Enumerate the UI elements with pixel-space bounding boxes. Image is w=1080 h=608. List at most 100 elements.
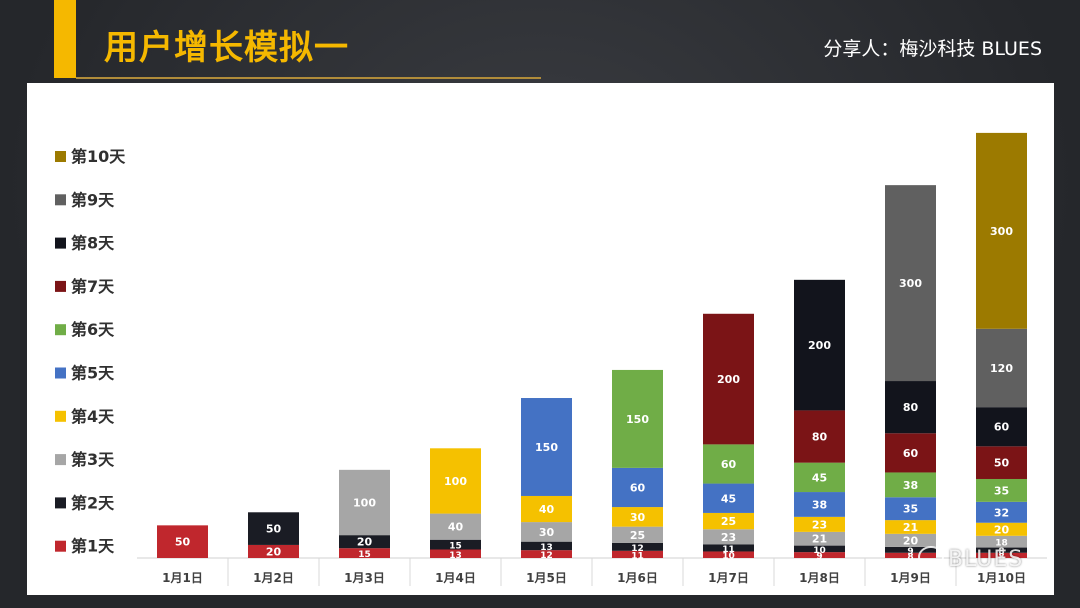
data-label: 60 [721,458,737,471]
bar-segment [794,462,845,493]
data-label: 12 [631,544,644,554]
bar-segment [794,492,845,517]
bar-segment [248,544,299,558]
data-label: 11 [722,545,735,555]
data-label: 60 [903,447,919,460]
bar-segment [612,467,663,508]
data-label: 30 [630,511,646,524]
data-label: 50 [175,536,191,549]
x-tick-label: 1月8日 [799,571,840,585]
data-label: 8 [998,547,1004,557]
bar-segment [703,444,754,484]
legend-label: 第3天 [71,450,115,469]
data-label: 8 [907,552,913,562]
bar-segment [794,552,845,558]
data-label: 300 [990,225,1013,238]
bar-segment [703,544,754,552]
bar-segment [430,448,481,514]
data-label: 20 [994,523,1010,536]
bar-segment [430,513,481,540]
bar-segment [976,547,1027,553]
bar-segment [885,497,936,521]
chart-panel: 50 1月1日 20 50 1月2日 15 20 100 1月3日 13 15 40 100 1月4日 12… [27,83,1054,595]
data-label: 38 [812,498,827,511]
bar-segment [794,410,845,463]
bar-segment [976,132,1027,329]
x-tick-label: 1月5日 [526,571,567,585]
data-label: 13 [449,551,462,561]
bar-segment [794,531,845,546]
data-label: 25 [721,515,736,528]
author-label: 分享人：梅沙科技 BLUES [823,38,1042,60]
data-label: 45 [812,471,827,484]
data-label: 35 [903,503,918,516]
data-label: 30 [539,526,555,539]
x-tick-label: 1月6日 [617,571,658,585]
data-label: 50 [266,523,282,536]
data-label: 300 [899,277,922,290]
data-label: 40 [539,503,555,516]
bar-segment [703,483,754,513]
data-label: 100 [353,496,376,509]
legend-swatch [55,540,66,552]
wechat-icon [918,546,944,568]
title-underline [76,77,541,79]
data-label: 9 [907,547,913,557]
data-label: 13 [540,543,553,553]
page-title: 用户增长模拟一 [104,28,349,68]
data-label: 21 [903,521,918,534]
bar-segment [976,552,1027,558]
bar-segment [612,550,663,558]
bar-segment [703,313,754,445]
x-tick-label: 1月4日 [435,571,476,585]
bar-segment [794,516,845,532]
data-label: 32 [994,506,1009,519]
data-label: 80 [903,401,919,414]
bar-segment [612,542,663,551]
legend-label: 第2天 [71,493,115,512]
bar-segment [885,381,936,434]
bar-segment [885,520,936,534]
legend-swatch [55,151,66,162]
bar-segment [157,525,208,558]
data-label: 35 [994,484,1009,497]
bar-segment [976,328,1027,408]
bar-segment [976,501,1027,523]
data-label: 12 [540,551,553,561]
data-label: 15 [358,550,371,560]
legend-swatch [55,237,66,249]
data-label: 150 [535,441,558,454]
bar-segment [794,545,845,553]
legend-swatch [55,324,66,336]
bar-segment [612,369,663,468]
data-label: 60 [994,421,1010,434]
bar-segment [339,548,390,558]
bar-segment [976,522,1027,536]
data-label: 25 [630,529,645,542]
data-label: 100 [444,475,467,488]
data-label: 20 [903,534,919,547]
data-label: 20 [266,545,282,558]
bar-segment [885,546,936,553]
legend-swatch [55,194,66,206]
bar-segment [703,551,754,558]
data-label: 8 [998,552,1004,562]
x-tick-label: 1月9日 [890,571,931,585]
data-label: 45 [721,492,736,505]
data-label: 18 [995,539,1008,549]
bar-segment [521,398,572,496]
watermark-text: BLUES [948,547,1024,572]
bar-segment [885,472,936,498]
bar-segment [612,507,663,527]
bar-segment [521,550,572,558]
data-label: 40 [448,521,464,534]
bar-segment [521,522,572,542]
data-label: 60 [630,481,646,494]
legend-label: 第9天 [71,190,115,209]
bar-segment [521,495,572,523]
bar-segment [430,549,481,558]
legend-label: 第8天 [71,234,115,253]
legend-label: 第4天 [71,407,115,426]
data-label: 21 [812,533,827,546]
data-label: 11 [631,551,644,561]
